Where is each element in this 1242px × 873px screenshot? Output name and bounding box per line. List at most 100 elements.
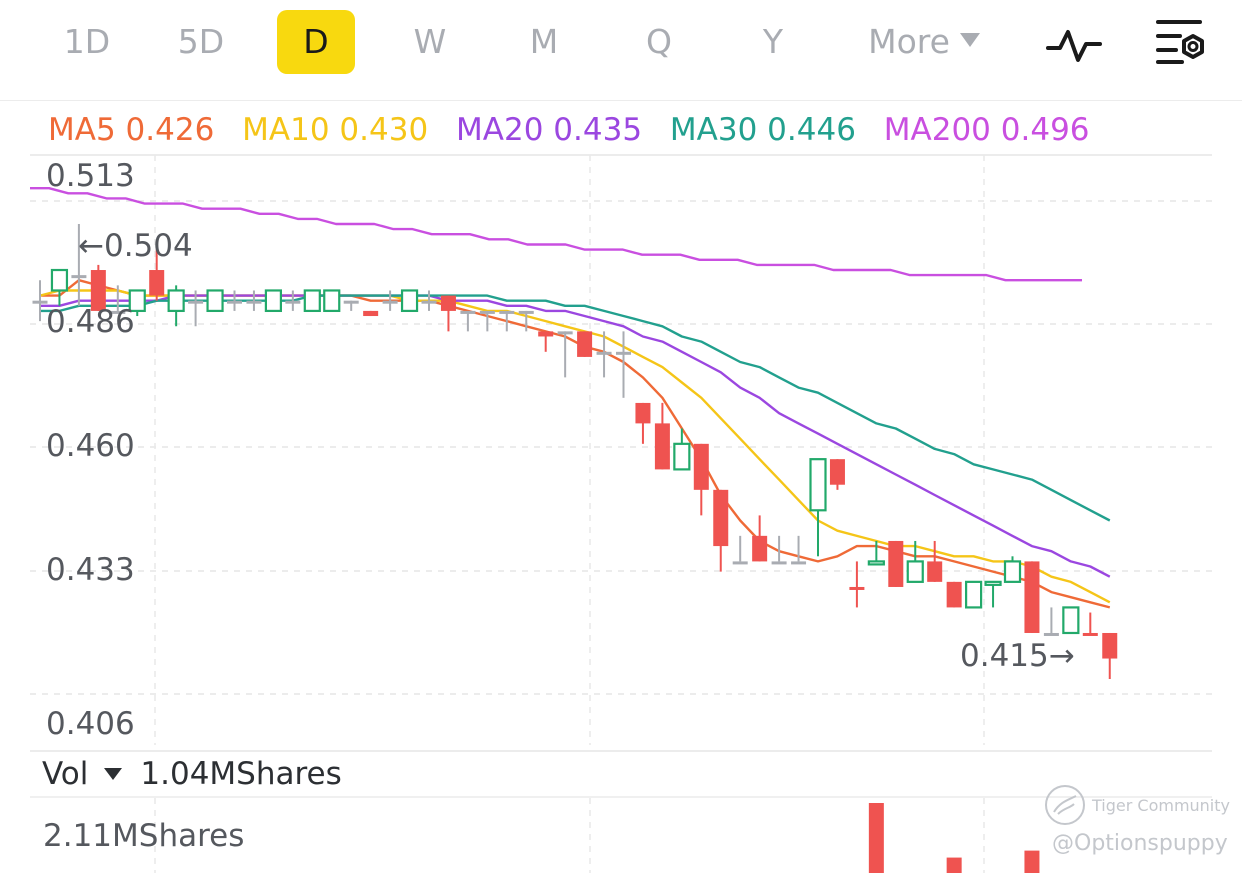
candle bbox=[732, 535, 748, 565]
price-tick-0406: 0.406 bbox=[46, 706, 135, 742]
candle-body bbox=[363, 310, 379, 317]
candle bbox=[791, 535, 807, 565]
tab-q[interactable]: Q bbox=[646, 22, 672, 61]
candle-body bbox=[673, 442, 691, 471]
candle bbox=[400, 289, 419, 313]
price-tick-0513: 0.513 bbox=[46, 158, 135, 194]
tab-w[interactable]: W bbox=[413, 22, 447, 61]
volume-bar bbox=[868, 803, 884, 873]
candle bbox=[518, 310, 534, 332]
candle-body bbox=[1003, 560, 1022, 583]
candle bbox=[32, 280, 48, 322]
tiger-community-logo-icon bbox=[1044, 784, 1086, 830]
candle-body bbox=[713, 489, 729, 547]
candle bbox=[1043, 607, 1059, 636]
arrow-left-icon: ← bbox=[78, 228, 104, 264]
candle bbox=[50, 268, 69, 306]
volume-indicator-selector[interactable]: Vol bbox=[42, 756, 140, 792]
candle bbox=[363, 310, 379, 317]
candle bbox=[323, 289, 341, 313]
candle-body bbox=[400, 289, 419, 313]
candle bbox=[1082, 612, 1098, 636]
volume-max-label: 2.11MShares bbox=[43, 818, 245, 854]
candle-body bbox=[460, 310, 476, 314]
tab-y[interactable]: Y bbox=[762, 22, 784, 61]
ma5-legend: MA5 0.426 bbox=[48, 112, 215, 148]
candle bbox=[460, 310, 476, 332]
candle-body bbox=[616, 351, 631, 355]
candle-body bbox=[984, 580, 1002, 586]
candle-body bbox=[1102, 632, 1118, 659]
watermark-handle: @Optionspuppy bbox=[1052, 831, 1228, 856]
candle bbox=[188, 290, 204, 327]
candle-body bbox=[906, 560, 924, 583]
volume-bar bbox=[1024, 850, 1040, 873]
candle-body bbox=[518, 310, 534, 314]
candle bbox=[752, 515, 768, 562]
candle-body bbox=[71, 275, 87, 279]
candle-body bbox=[382, 300, 398, 304]
candle bbox=[246, 290, 262, 311]
candle bbox=[538, 331, 554, 352]
candle bbox=[499, 310, 515, 332]
candle bbox=[440, 295, 456, 332]
candle bbox=[984, 580, 1002, 608]
candle-body bbox=[264, 289, 282, 313]
tab-more[interactable]: More bbox=[858, 10, 990, 74]
candle bbox=[888, 540, 904, 587]
candle-body bbox=[440, 295, 456, 311]
candle bbox=[479, 310, 495, 332]
candle-body bbox=[343, 300, 359, 304]
candle bbox=[927, 540, 943, 582]
candle bbox=[206, 289, 224, 313]
tab-1d[interactable]: 1D bbox=[63, 22, 111, 61]
candle-body bbox=[1043, 632, 1059, 636]
candle bbox=[1024, 561, 1040, 633]
candle-body bbox=[323, 289, 341, 313]
watermark-brand: Tiger Community bbox=[1092, 796, 1230, 815]
candle-body bbox=[927, 561, 943, 582]
candle-body bbox=[110, 310, 126, 314]
candle-body bbox=[206, 289, 224, 313]
candle-body bbox=[50, 268, 69, 292]
candle-body bbox=[577, 331, 593, 357]
candle-body bbox=[227, 300, 242, 304]
indicator-wave-icon[interactable] bbox=[1044, 14, 1104, 74]
candle bbox=[771, 535, 787, 565]
candle-body bbox=[499, 310, 515, 314]
candle bbox=[849, 561, 865, 608]
candle-body bbox=[479, 310, 495, 314]
candle bbox=[596, 331, 612, 378]
candle-body bbox=[809, 458, 827, 512]
ma200-line bbox=[30, 186, 1082, 282]
volume-current-value: 1.04MShares bbox=[140, 756, 342, 792]
caret-down-icon bbox=[104, 768, 123, 780]
candle bbox=[1102, 632, 1118, 679]
tab-5d[interactable]: 5D bbox=[177, 22, 225, 61]
arrow-right-icon: → bbox=[1048, 638, 1075, 674]
ma30-legend: MA30 0.446 bbox=[669, 112, 856, 148]
candle-body bbox=[303, 289, 321, 313]
volume-header: Vol 1.04MShares bbox=[42, 756, 342, 792]
ma200-legend: MA200 0.496 bbox=[883, 112, 1090, 148]
candle bbox=[577, 331, 593, 357]
candle bbox=[654, 402, 670, 470]
chart-settings-icon[interactable] bbox=[1152, 14, 1212, 74]
price-tick-0433: 0.433 bbox=[46, 552, 135, 588]
price-tick-0486: 0.486 bbox=[46, 304, 135, 340]
candle-body bbox=[1024, 561, 1040, 633]
candle bbox=[809, 458, 827, 557]
price-tick-0460: 0.460 bbox=[46, 428, 135, 464]
candle-body bbox=[635, 402, 651, 424]
candle-body bbox=[888, 540, 904, 587]
candle-body bbox=[791, 561, 807, 565]
candle bbox=[71, 224, 87, 306]
candle-body bbox=[1082, 632, 1098, 636]
tab-m[interactable]: M bbox=[529, 22, 559, 61]
ma-legend: MA5 0.426 MA10 0.430 MA20 0.435 MA30 0.4… bbox=[48, 112, 1108, 156]
candle-body bbox=[149, 270, 165, 296]
candle bbox=[128, 289, 146, 317]
candle-body bbox=[1062, 606, 1080, 635]
tab-d[interactable]: D bbox=[277, 10, 355, 74]
